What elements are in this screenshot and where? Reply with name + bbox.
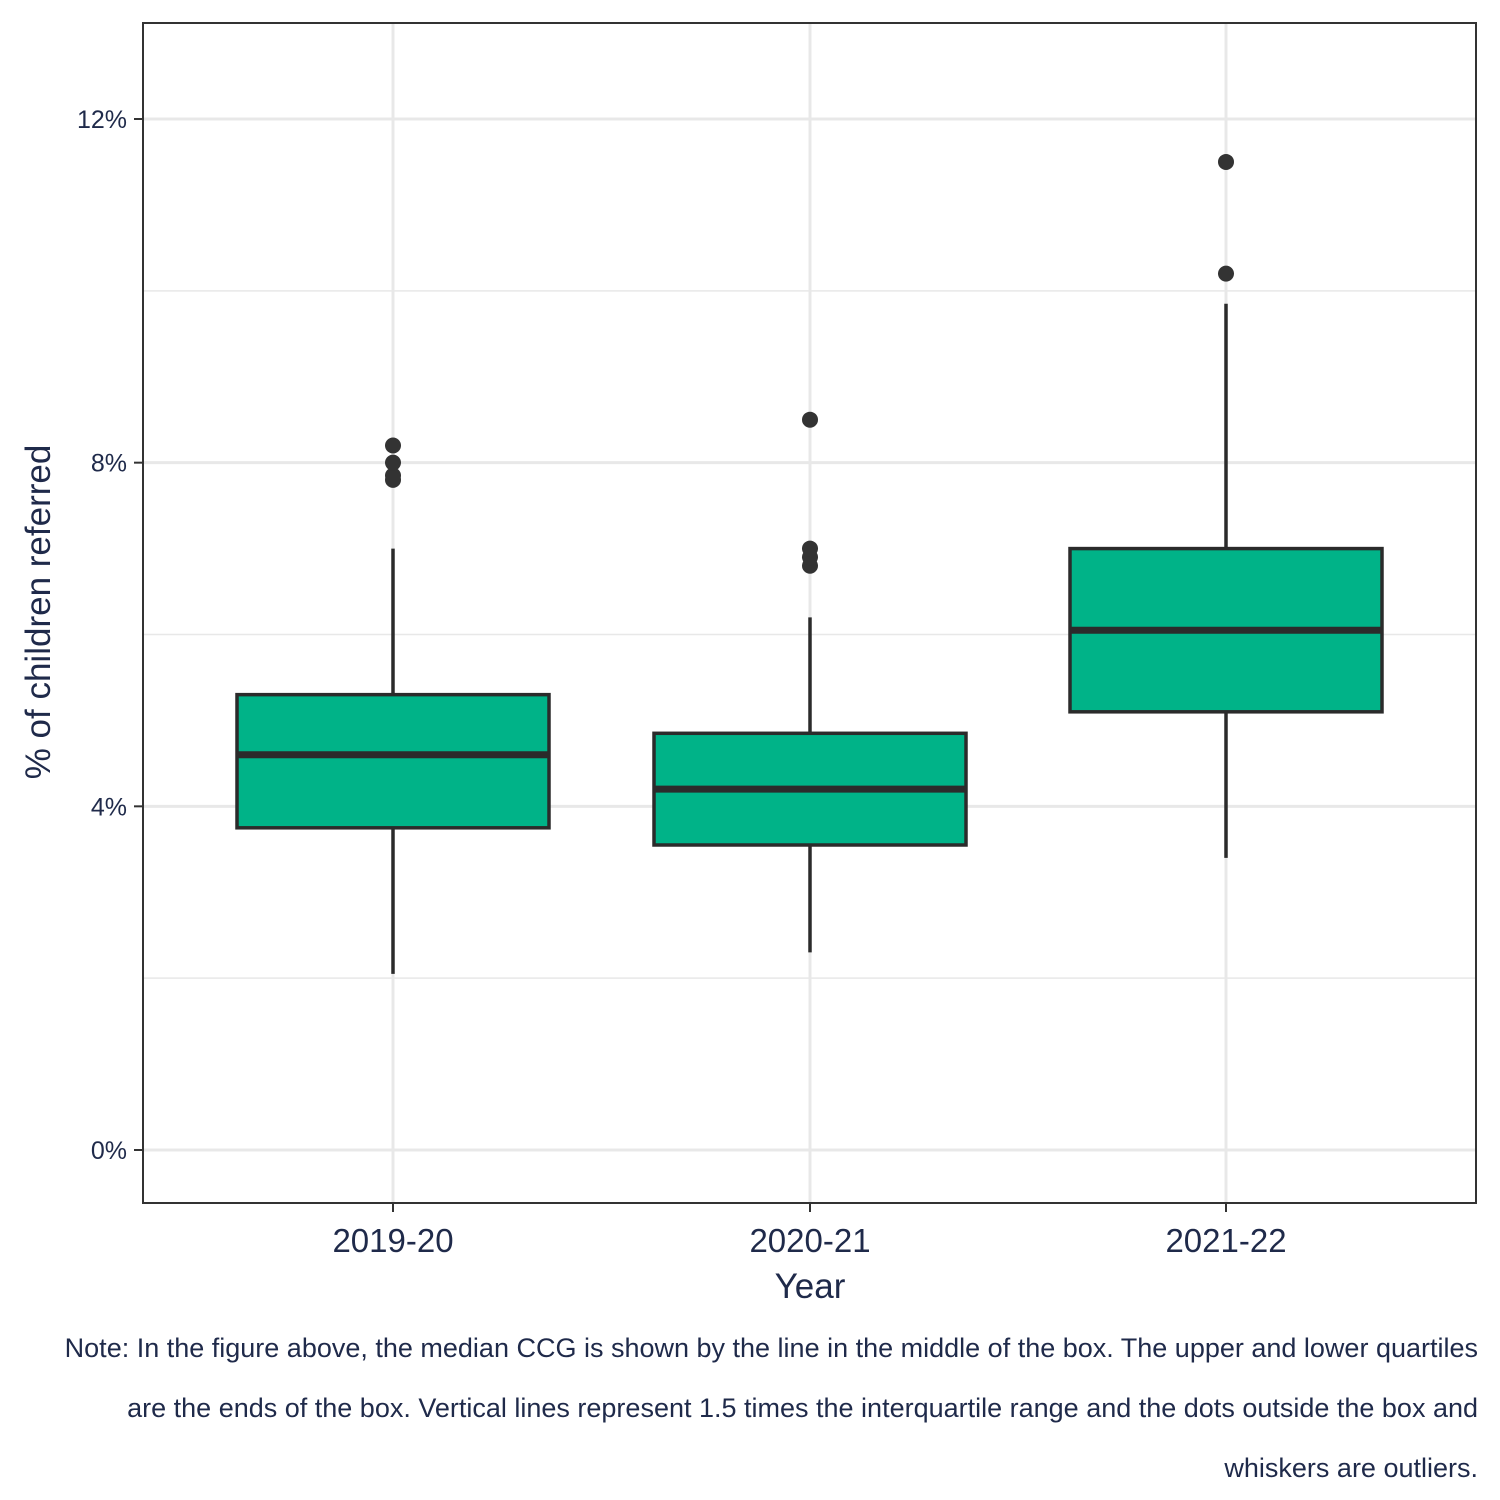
box-2020-21 xyxy=(652,411,968,953)
outlier-point xyxy=(802,540,818,557)
box-2021-22 xyxy=(1068,153,1384,858)
x-tick-label: 2021-22 xyxy=(1165,1222,1286,1259)
outlier-point xyxy=(1218,153,1234,170)
boxes xyxy=(235,153,1384,974)
y-tick-label: 12% xyxy=(77,106,127,134)
outlier-point xyxy=(802,411,818,428)
x-tick-label: 2019-20 xyxy=(332,1222,453,1259)
x-tick-label: 2020-21 xyxy=(749,1222,870,1259)
outlier-point xyxy=(385,437,401,454)
outlier-point xyxy=(385,454,401,471)
y-axis: 0% 4% 8% 12% xyxy=(77,106,143,1165)
outlier-point xyxy=(1218,265,1234,282)
figure-note: Note: In the figure above, the median CC… xyxy=(64,1333,1478,1483)
box-2019-20 xyxy=(235,437,551,974)
outlier-point xyxy=(385,467,401,484)
y-axis-title: % of children referred xyxy=(19,445,58,780)
y-tick-label: 8% xyxy=(91,450,127,478)
y-tick-label: 4% xyxy=(91,793,127,821)
x-axis: 2019-20 2020-21 2021-22 xyxy=(332,1203,1287,1259)
x-axis-title: Year xyxy=(775,1267,846,1306)
y-tick-label: 0% xyxy=(91,1137,127,1165)
iqr-box xyxy=(235,692,551,830)
boxplot-chart: 0% 4% 8% 12% 2019-20 2020-21 2021-22 Year % o… xyxy=(19,22,1477,1306)
